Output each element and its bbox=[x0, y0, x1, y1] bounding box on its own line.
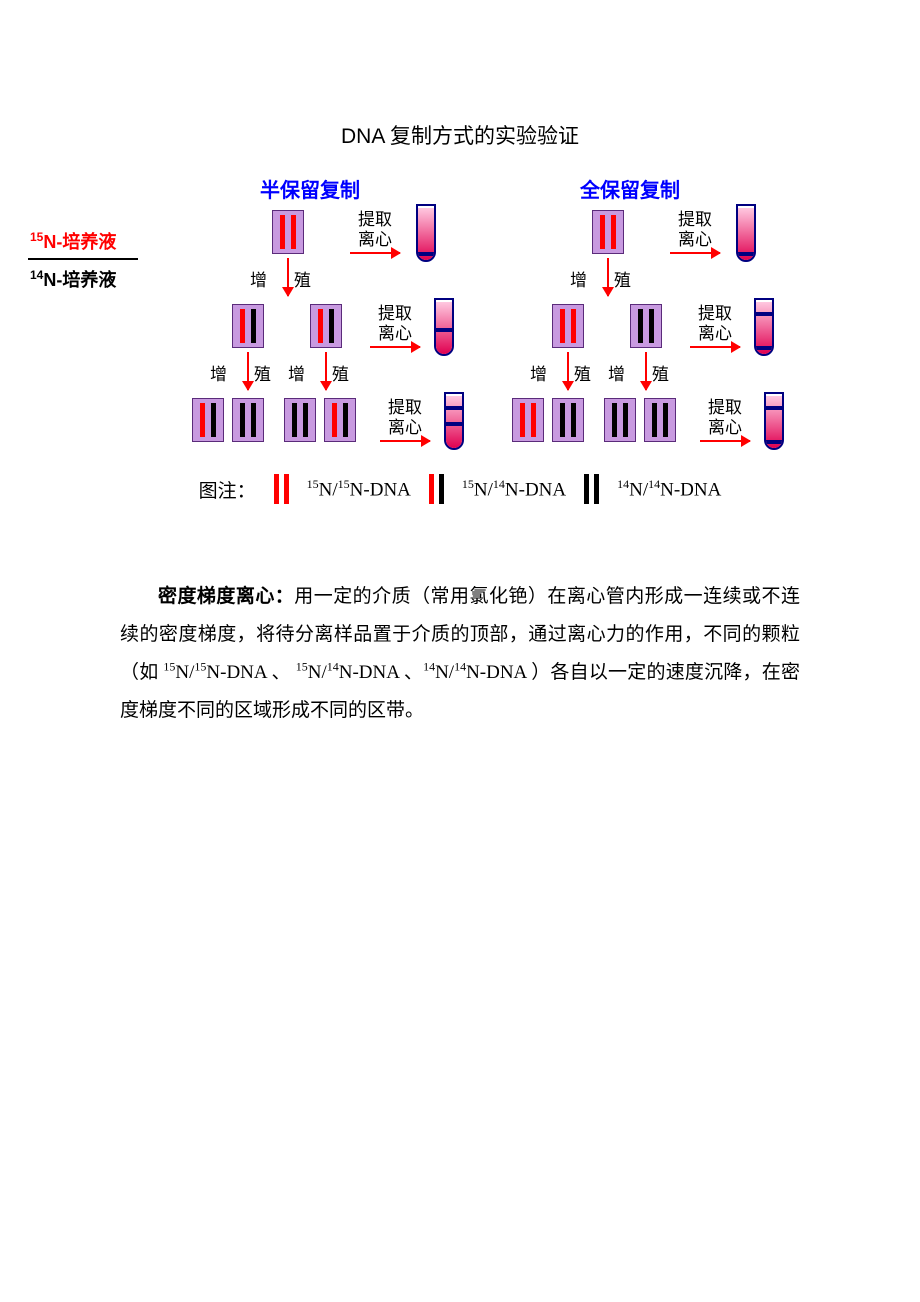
prolif-label: 增 bbox=[530, 360, 547, 385]
cons-gen0-dna bbox=[592, 210, 624, 254]
prolif-label: 殖 bbox=[652, 360, 669, 385]
prolif-label: 殖 bbox=[254, 360, 271, 385]
cons-gen2-dna-a bbox=[512, 398, 544, 442]
prolif-label: 殖 bbox=[332, 360, 349, 385]
prolif-label: 增 bbox=[250, 266, 267, 291]
arrow-down bbox=[567, 352, 569, 390]
proc-label: 提取离心 bbox=[708, 398, 742, 438]
legend-hh-icon bbox=[274, 474, 289, 504]
cons-gen1-tube bbox=[754, 298, 774, 356]
cons-gen2-tube bbox=[764, 392, 784, 450]
semi-gen2-dna-a bbox=[192, 398, 224, 442]
legend-hh-label: 15N/15N-DNA bbox=[307, 477, 411, 501]
arrow-down bbox=[287, 258, 289, 296]
semi-gen2-dna-d bbox=[324, 398, 356, 442]
semi-gen1-dna-b bbox=[310, 304, 342, 348]
proc-label: 提取离心 bbox=[358, 210, 392, 250]
arrow-down bbox=[645, 352, 647, 390]
semi-gen2-dna-b bbox=[232, 398, 264, 442]
cons-gen2-dna-b bbox=[552, 398, 584, 442]
prolif-label: 增 bbox=[608, 360, 625, 385]
arrow-right bbox=[700, 440, 750, 442]
semi-gen0-tube bbox=[416, 204, 436, 262]
legend: 图注： 15N/15N-DNA 15N/14N-DNA 14N/14N-DNA bbox=[120, 474, 800, 504]
legend-ll-icon bbox=[584, 474, 599, 504]
semi-gen2-dna-c bbox=[284, 398, 316, 442]
prolif-label: 殖 bbox=[574, 360, 591, 385]
prolif-label: 增 bbox=[210, 360, 227, 385]
arrow-down bbox=[325, 352, 327, 390]
prolif-label: 增 bbox=[288, 360, 305, 385]
body-paragraph: 密度梯度离心：用一定的介质（常用氯化铯）在离心管内形成一连续或不连续的密度梯度，… bbox=[120, 578, 800, 730]
cons-gen2-dna-c bbox=[604, 398, 636, 442]
header-cons: 全保留复制 bbox=[580, 174, 680, 203]
prolif-label: 殖 bbox=[614, 266, 631, 291]
arrow-right bbox=[670, 252, 720, 254]
para-lead: 密度梯度离心： bbox=[158, 586, 294, 607]
cons-gen2-dna-d bbox=[644, 398, 676, 442]
arrow-right bbox=[370, 346, 420, 348]
proc-label: 提取离心 bbox=[388, 398, 422, 438]
semi-gen0-dna bbox=[272, 210, 304, 254]
legend-ll-label: 14N/14N-DNA bbox=[617, 477, 721, 501]
label-n15-medium: 15N-培养液 bbox=[30, 228, 116, 254]
proc-label: 提取离心 bbox=[678, 210, 712, 250]
legend-prefix: 图注： bbox=[199, 476, 256, 503]
arrow-down bbox=[247, 352, 249, 390]
prolif-label: 增 bbox=[570, 266, 587, 291]
prolif-label: 殖 bbox=[294, 266, 311, 291]
medium-divider bbox=[28, 258, 138, 260]
page-title: DNA 复制方式的实验验证 bbox=[120, 120, 800, 150]
semi-gen1-dna-a bbox=[232, 304, 264, 348]
label-n14-medium: 14N-培养液 bbox=[30, 266, 116, 292]
cons-gen0-tube bbox=[736, 204, 756, 262]
semi-gen2-tube bbox=[444, 392, 464, 450]
arrow-right bbox=[350, 252, 400, 254]
proc-label: 提取离心 bbox=[378, 304, 412, 344]
arrow-down bbox=[607, 258, 609, 296]
arrow-right bbox=[690, 346, 740, 348]
arrow-right bbox=[380, 440, 430, 442]
cons-gen1-dna-a bbox=[552, 304, 584, 348]
semi-gen1-tube bbox=[434, 298, 454, 356]
proc-label: 提取离心 bbox=[698, 304, 732, 344]
cons-gen1-dna-b bbox=[630, 304, 662, 348]
diagram: 半保留复制 全保留复制 15N-培养液 14N-培养液 提取离心 增 殖 bbox=[120, 174, 800, 554]
legend-hl-icon bbox=[429, 474, 444, 504]
legend-hl-label: 15N/14N-DNA bbox=[462, 477, 566, 501]
header-semi: 半保留复制 bbox=[260, 174, 360, 203]
